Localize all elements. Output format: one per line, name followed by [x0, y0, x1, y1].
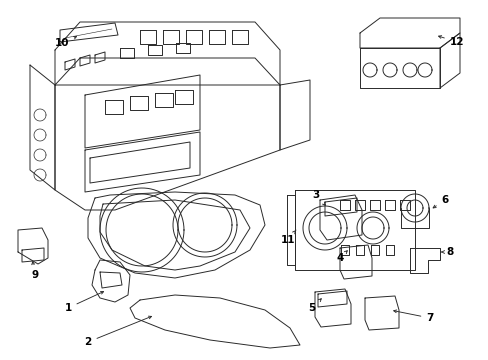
Text: 6: 6: [432, 195, 447, 208]
Text: 2: 2: [84, 316, 151, 347]
Text: 12: 12: [438, 36, 463, 47]
Text: 4: 4: [336, 251, 346, 263]
Text: 9: 9: [31, 262, 39, 280]
Text: 11: 11: [280, 230, 295, 245]
Text: 5: 5: [308, 299, 321, 313]
Text: 10: 10: [55, 36, 77, 48]
Text: 1: 1: [64, 292, 103, 313]
Text: 7: 7: [393, 310, 433, 323]
Text: 8: 8: [440, 247, 453, 257]
Text: 3: 3: [312, 190, 325, 205]
